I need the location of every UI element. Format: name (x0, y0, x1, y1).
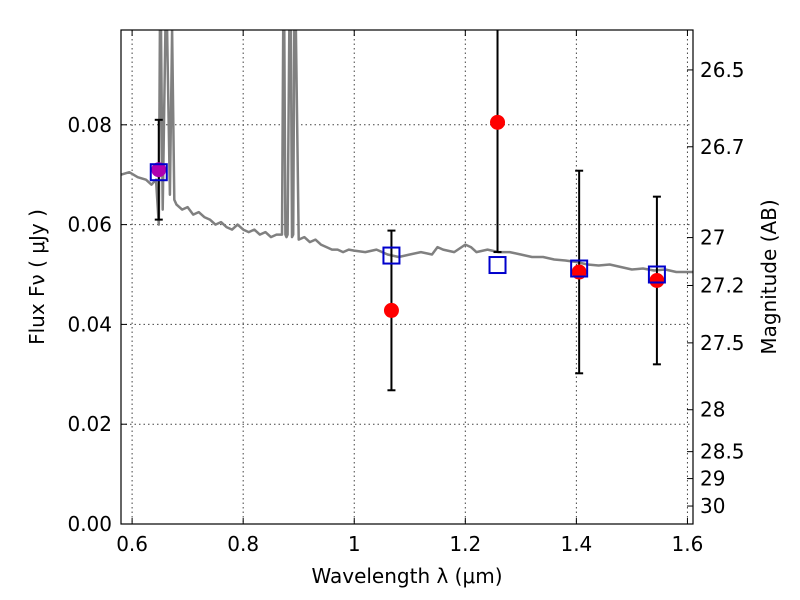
y-tick-label: 0.08 (67, 113, 112, 137)
observed-point (151, 162, 167, 178)
x-axis-label: Wavelength λ (μm) (311, 564, 502, 588)
y2-tick-label: 30 (700, 494, 725, 518)
tick-layer (121, 30, 693, 525)
x-tick-label: 0.8 (227, 532, 259, 556)
y2-tick-label: 26.7 (700, 135, 745, 159)
observed-point (649, 272, 665, 288)
model-point (570, 259, 589, 278)
grid-layer (121, 30, 693, 525)
y2-tick-label: 27.2 (700, 273, 745, 297)
y2-tick-label: 29 (700, 467, 725, 491)
model-point (149, 163, 168, 182)
y2-tick-label: 27.5 (700, 331, 745, 355)
model-point (647, 265, 666, 284)
points-layer (149, 114, 666, 318)
y-tick-label: 0.00 (67, 512, 112, 536)
x-tick-label: 1.2 (449, 532, 481, 556)
model-point (382, 246, 401, 265)
y2-tick-label: 28 (700, 398, 725, 422)
observed-point (490, 114, 506, 130)
errorbar-layer (154, 30, 661, 392)
model-point (488, 256, 507, 275)
x-tick-label: 1 (348, 532, 361, 556)
y2-axis-label: Magnitude (AB) (757, 199, 781, 354)
y-tick-label: 0.06 (67, 213, 112, 237)
x-tick-label: 1.4 (560, 532, 592, 556)
y-axis-label: Flux Fν ( μJy ) (25, 209, 49, 345)
plot-frame (120, 29, 694, 525)
y2-tick-label: 28.5 (700, 440, 745, 464)
y2-tick-label: 27 (700, 226, 725, 250)
y-tick-label: 0.04 (67, 312, 112, 336)
tick-label-layer: 0.6 0.8 1 1.2 1.4 1.6 0.00 0.02 0.04 0.06 0.08 26.5… (67, 58, 744, 556)
observed-point (383, 302, 399, 318)
x-tick-label: 1.6 (672, 532, 704, 556)
x-tick-label: 0.6 (116, 532, 148, 556)
y-tick-label: 0.02 (67, 412, 112, 436)
spectrum-line (121, 30, 693, 274)
spectrum-layer (121, 30, 693, 274)
y2-tick-label: 26.5 (700, 58, 745, 82)
